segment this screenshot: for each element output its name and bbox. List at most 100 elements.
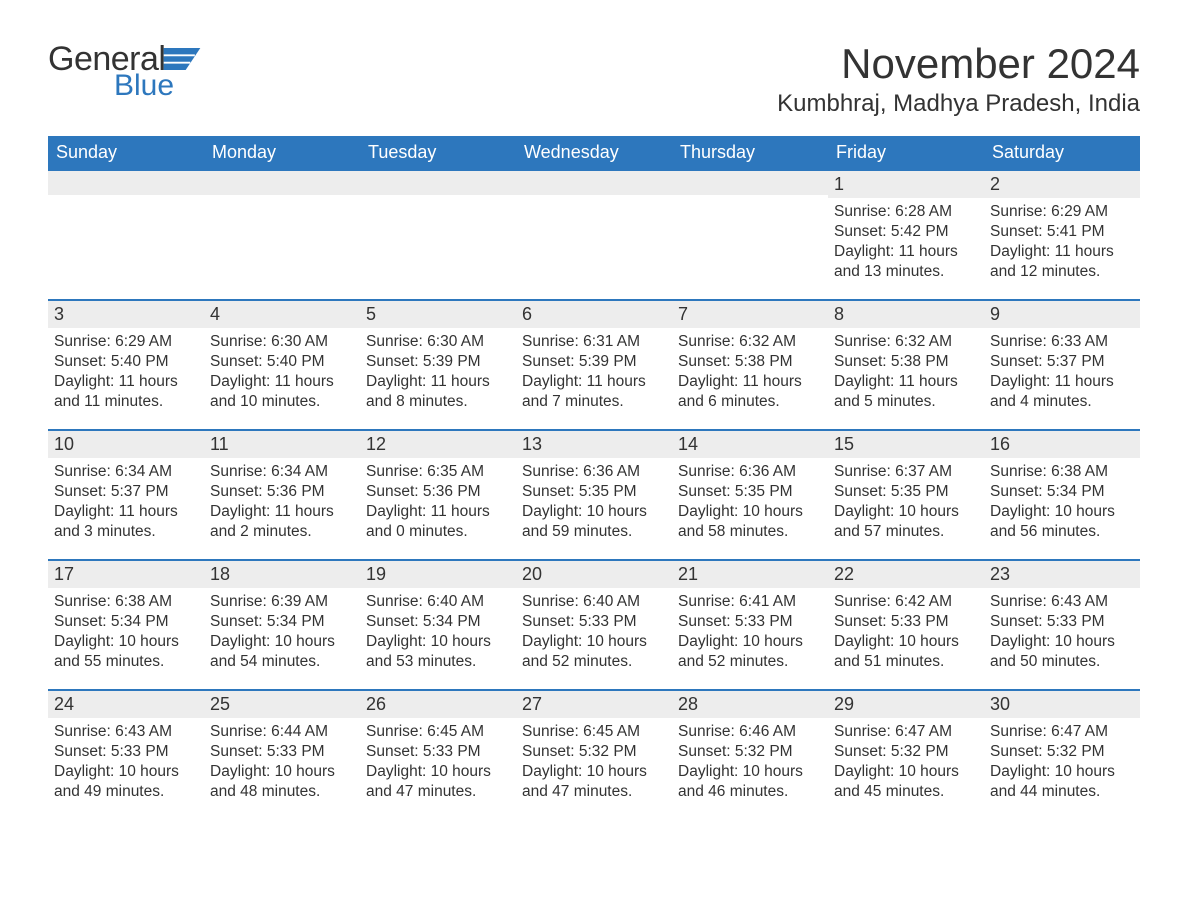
sunrise-text: Sunrise: 6:45 AM — [366, 722, 510, 742]
daylight2-text: and 13 minutes. — [834, 262, 978, 282]
day-number: 22 — [828, 561, 984, 588]
sunset-text: Sunset: 5:42 PM — [834, 222, 978, 242]
day-number: 5 — [360, 301, 516, 328]
day-number: 17 — [48, 561, 204, 588]
weekday-monday: Monday — [204, 136, 360, 169]
week-row: 24Sunrise: 6:43 AMSunset: 5:33 PMDayligh… — [48, 689, 1140, 819]
sunrise-text: Sunrise: 6:41 AM — [678, 592, 822, 612]
day-number: 15 — [828, 431, 984, 458]
sunset-text: Sunset: 5:34 PM — [366, 612, 510, 632]
week-row: 1Sunrise: 6:28 AMSunset: 5:42 PMDaylight… — [48, 169, 1140, 299]
day-cell: 20Sunrise: 6:40 AMSunset: 5:33 PMDayligh… — [516, 561, 672, 689]
sunrise-text: Sunrise: 6:32 AM — [678, 332, 822, 352]
sunset-text: Sunset: 5:33 PM — [210, 742, 354, 762]
sunrise-text: Sunrise: 6:47 AM — [990, 722, 1134, 742]
day-cell: 9Sunrise: 6:33 AMSunset: 5:37 PMDaylight… — [984, 301, 1140, 429]
weekday-tuesday: Tuesday — [360, 136, 516, 169]
daylight2-text: and 49 minutes. — [54, 782, 198, 802]
day-number: 30 — [984, 691, 1140, 718]
day-number: 14 — [672, 431, 828, 458]
daylight1-text: Daylight: 11 hours — [54, 372, 198, 392]
weekday-thursday: Thursday — [672, 136, 828, 169]
sunset-text: Sunset: 5:36 PM — [366, 482, 510, 502]
sunrise-text: Sunrise: 6:34 AM — [210, 462, 354, 482]
day-number — [672, 171, 828, 195]
sunset-text: Sunset: 5:38 PM — [834, 352, 978, 372]
day-number: 18 — [204, 561, 360, 588]
sunrise-text: Sunrise: 6:37 AM — [834, 462, 978, 482]
sunrise-text: Sunrise: 6:46 AM — [678, 722, 822, 742]
week-row: 3Sunrise: 6:29 AMSunset: 5:40 PMDaylight… — [48, 299, 1140, 429]
month-title: November 2024 — [777, 40, 1140, 88]
day-number: 12 — [360, 431, 516, 458]
logo-text-column: General Blue — [48, 40, 201, 103]
day-cell: 27Sunrise: 6:45 AMSunset: 5:32 PMDayligh… — [516, 691, 672, 819]
daylight1-text: Daylight: 10 hours — [678, 762, 822, 782]
daylight2-text: and 44 minutes. — [990, 782, 1134, 802]
daylight2-text: and 5 minutes. — [834, 392, 978, 412]
daylight1-text: Daylight: 10 hours — [210, 762, 354, 782]
week-row: 17Sunrise: 6:38 AMSunset: 5:34 PMDayligh… — [48, 559, 1140, 689]
sunset-text: Sunset: 5:32 PM — [522, 742, 666, 762]
day-number: 1 — [828, 171, 984, 198]
daylight1-text: Daylight: 10 hours — [678, 502, 822, 522]
daylight1-text: Daylight: 10 hours — [834, 762, 978, 782]
daylight1-text: Daylight: 10 hours — [522, 632, 666, 652]
day-cell: 23Sunrise: 6:43 AMSunset: 5:33 PMDayligh… — [984, 561, 1140, 689]
weekday-friday: Friday — [828, 136, 984, 169]
day-number — [48, 171, 204, 195]
daylight2-text: and 53 minutes. — [366, 652, 510, 672]
daylight2-text: and 47 minutes. — [366, 782, 510, 802]
day-cell: 5Sunrise: 6:30 AMSunset: 5:39 PMDaylight… — [360, 301, 516, 429]
sunrise-text: Sunrise: 6:39 AM — [210, 592, 354, 612]
daylight2-text: and 4 minutes. — [990, 392, 1134, 412]
day-cell: 13 Sunrise: 6:36 AMSunset: 5:35 PMDayligh… — [516, 431, 672, 559]
sunrise-text: Sunrise: 6:31 AM — [522, 332, 666, 352]
day-cell: 7Sunrise: 6:32 AMSunset: 5:38 PMDaylight… — [672, 301, 828, 429]
sunset-text: Sunset: 5:40 PM — [210, 352, 354, 372]
sunset-text: Sunset: 5:36 PM — [210, 482, 354, 502]
sunset-text: Sunset: 5:34 PM — [990, 482, 1134, 502]
daylight1-text: Daylight: 11 hours — [210, 372, 354, 392]
day-number: 10 — [48, 431, 204, 458]
daylight1-text: Daylight: 10 hours — [990, 632, 1134, 652]
daylight2-text: and 51 minutes. — [834, 652, 978, 672]
day-number: 11 — [204, 431, 360, 458]
sunset-text: Sunset: 5:41 PM — [990, 222, 1134, 242]
sunset-text: Sunset: 5:32 PM — [678, 742, 822, 762]
calendar: Sunday Monday Tuesday Wednesday Thursday… — [48, 136, 1140, 819]
daylight1-text: Daylight: 11 hours — [990, 372, 1134, 392]
week-row: 10Sunrise: 6:34 AMSunset: 5:37 PMDayligh… — [48, 429, 1140, 559]
day-number: 19 — [360, 561, 516, 588]
daylight2-text: and 10 minutes. — [210, 392, 354, 412]
sunset-text: Sunset: 5:34 PM — [54, 612, 198, 632]
sunrise-text: Sunrise: 6:30 AM — [210, 332, 354, 352]
day-number: 13 — [516, 431, 672, 458]
daylight1-text: Daylight: 10 hours — [834, 632, 978, 652]
daylight1-text: Daylight: 10 hours — [522, 502, 666, 522]
daylight2-text: and 48 minutes. — [210, 782, 354, 802]
day-cell: 28Sunrise: 6:46 AMSunset: 5:32 PMDayligh… — [672, 691, 828, 819]
sunset-text: Sunset: 5:37 PM — [990, 352, 1134, 372]
day-number: 6 — [516, 301, 672, 328]
day-number: 16 — [984, 431, 1140, 458]
day-number: 29 — [828, 691, 984, 718]
daylight2-text: and 3 minutes. — [54, 522, 198, 542]
sunrise-text: Sunrise: 6:43 AM — [54, 722, 198, 742]
daylight2-text: and 50 minutes. — [990, 652, 1134, 672]
location-title: Kumbhraj, Madhya Pradesh, India — [777, 90, 1140, 118]
daylight2-text: and 56 minutes. — [990, 522, 1134, 542]
weekday-header-row: Sunday Monday Tuesday Wednesday Thursday… — [48, 136, 1140, 169]
sunrise-text: Sunrise: 6:36 AM — [522, 462, 666, 482]
day-number — [360, 171, 516, 195]
brand-logo: General Blue — [48, 40, 201, 103]
daylight2-text: and 12 minutes. — [990, 262, 1134, 282]
daylight1-text: Daylight: 10 hours — [54, 632, 198, 652]
day-cell: 21Sunrise: 6:41 AMSunset: 5:33 PMDayligh… — [672, 561, 828, 689]
day-cell — [360, 171, 516, 299]
sunrise-text: Sunrise: 6:43 AM — [990, 592, 1134, 612]
day-cell: 2Sunrise: 6:29 AMSunset: 5:41 PMDaylight… — [984, 171, 1140, 299]
daylight2-text: and 7 minutes. — [522, 392, 666, 412]
sunset-text: Sunset: 5:35 PM — [522, 482, 666, 502]
daylight2-text: and 55 minutes. — [54, 652, 198, 672]
